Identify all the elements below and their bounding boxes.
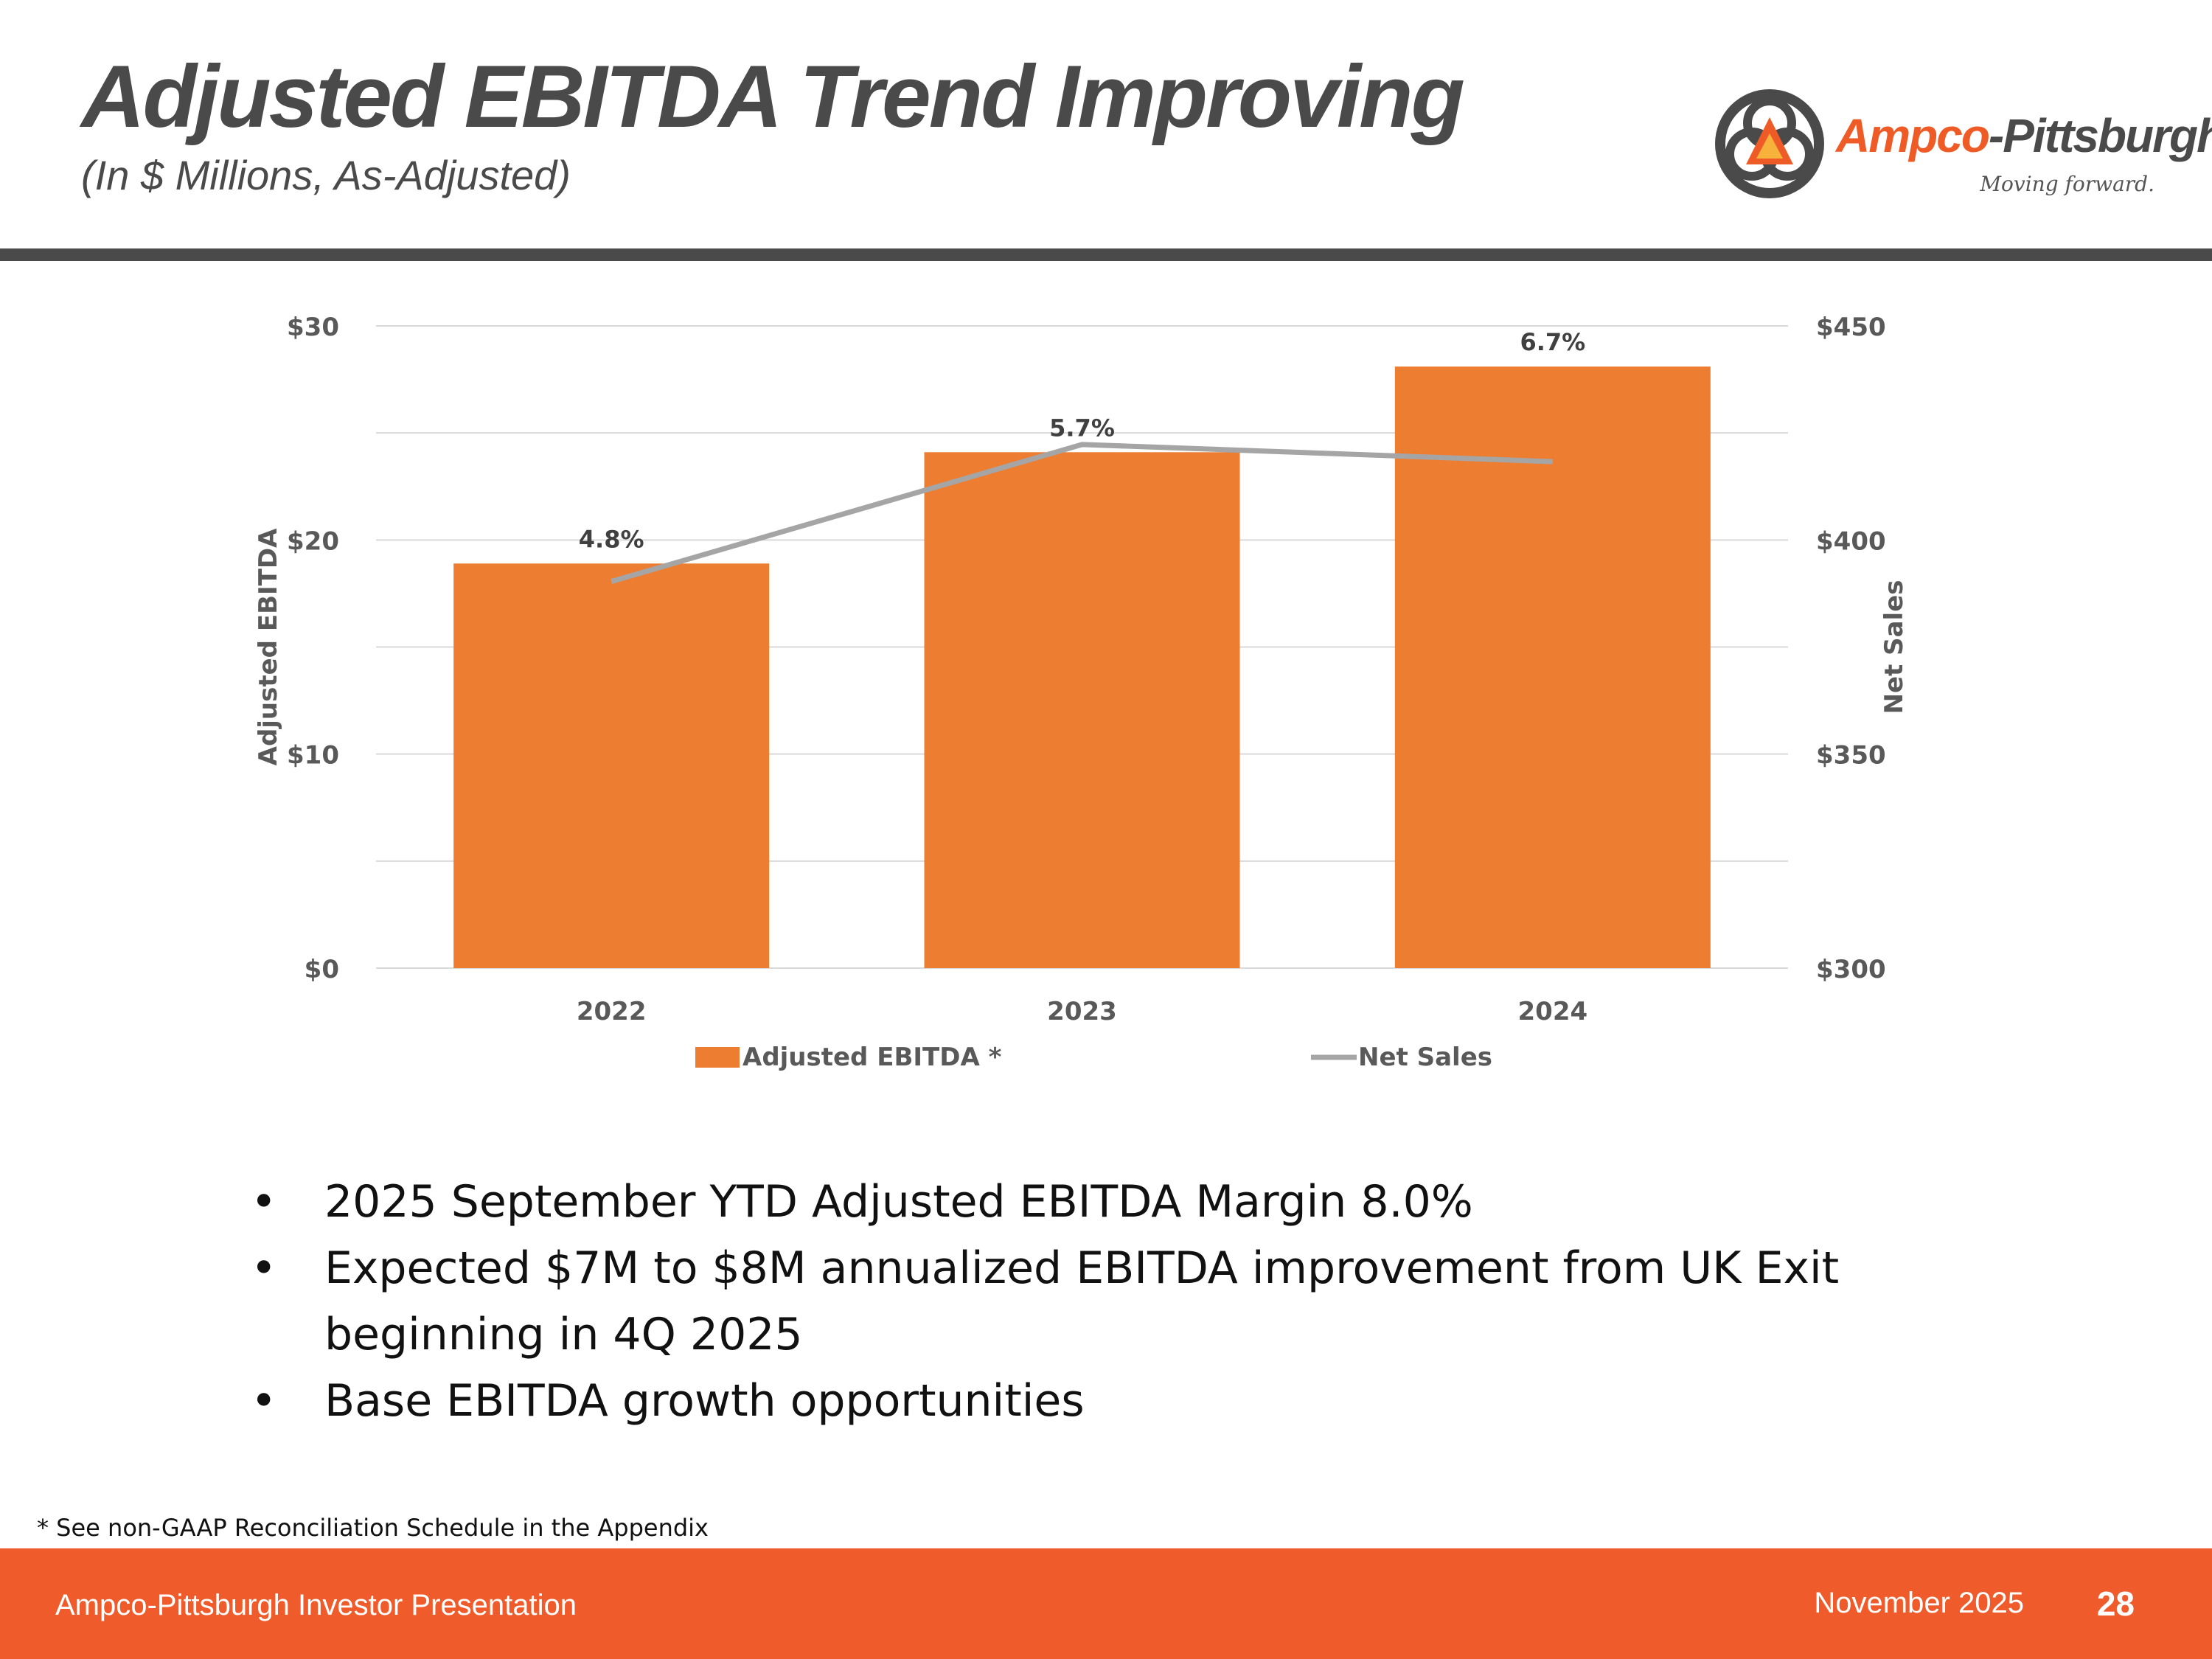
company-name-part2: -Pittsburgh (1988, 109, 2212, 162)
y2-axis-tick-label: $350 (1816, 741, 1886, 771)
page-subtitle: (In $ Millions, As-Adjusted) (81, 152, 571, 198)
bullet-marker: • (251, 1375, 277, 1427)
x-axis-tick-label: 2023 (1047, 997, 1117, 1026)
y2-axis-tick-label: $400 (1816, 526, 1886, 556)
header-divider (0, 248, 2212, 261)
y2-axis-tick-label: $450 (1816, 313, 1886, 342)
ebitda-chart: $0 $10 $20 $30 $300 $350 $400 $450 Adjusted EBIT… (254, 313, 1909, 1072)
bar-adjusted-ebitda (924, 452, 1240, 968)
footer-bar: Ampco-Pittsburgh Investor Presentation N… (0, 1548, 2212, 1659)
net-sales-line (611, 442, 1553, 585)
company-name-part1: Ampco (1836, 109, 1990, 162)
y-axis-tick-label: $20 (287, 526, 339, 556)
bullet-item: • Expected $7M to $8M annualized EBITDA i… (251, 1235, 1947, 1368)
bar-data-label: 5.7% (1049, 414, 1115, 442)
bullet-text: Expected $7M to $8M annualized EBITDA im… (324, 1242, 1840, 1360)
bar-adjusted-ebitda (453, 563, 770, 968)
company-name: Ampco-Pittsburgh (1836, 108, 2212, 163)
page-number: 28 (2096, 1585, 2135, 1623)
footnote: * See non-GAAP Reconciliation Schedule i… (37, 1514, 709, 1542)
bullet-item: • Base EBITDA growth opportunities (251, 1368, 1947, 1434)
bullet-list: • 2025 September YTD Adjusted EBITDA Marg… (251, 1169, 1947, 1434)
footer-date: November 2025 (1814, 1587, 2024, 1619)
legend-label-net-sales: Net Sales (1358, 1043, 1492, 1072)
bullet-text: 2025 September YTD Adjusted EBITDA Margi… (324, 1176, 1473, 1228)
legend-label-adjusted-ebitda: Adjusted EBITDA * (742, 1043, 1002, 1072)
y-axis-title: Adjusted EBITDA (254, 528, 283, 765)
y2-axis-tick-label: $300 (1816, 955, 1886, 984)
bar-adjusted-ebitda (1394, 366, 1711, 968)
y2-axis-title: Net Sales (1879, 580, 1909, 714)
bullet-text: Base EBITDA growth opportunities (324, 1375, 1085, 1427)
company-logo: Ampco-Pittsburgh Moving forward. (1711, 85, 2212, 203)
x-axis-tick-label: 2024 (1518, 997, 1588, 1026)
bar-data-label: 4.8% (579, 525, 644, 553)
y-axis-tick-label: $10 (287, 741, 339, 771)
y-axis-tick-label: $30 (287, 313, 339, 342)
bullet-marker: • (251, 1242, 277, 1294)
footer-presentation-title: Ampco-Pittsburgh Investor Presentation (55, 1589, 577, 1621)
page-title: Adjusted EBITDA Trend Improving (81, 47, 1465, 146)
legend-swatch-adjusted-ebitda (695, 1047, 740, 1068)
company-logo-icon (1715, 89, 1824, 198)
company-tagline: Moving forward. (1980, 172, 2154, 196)
y-axis-tick-label: $0 (305, 955, 339, 984)
bullet-item: • 2025 September YTD Adjusted EBITDA Marg… (251, 1169, 1947, 1235)
bar-data-label: 6.7% (1520, 328, 1585, 356)
x-axis-tick-label: 2022 (577, 997, 647, 1026)
bullet-marker: • (251, 1176, 277, 1228)
